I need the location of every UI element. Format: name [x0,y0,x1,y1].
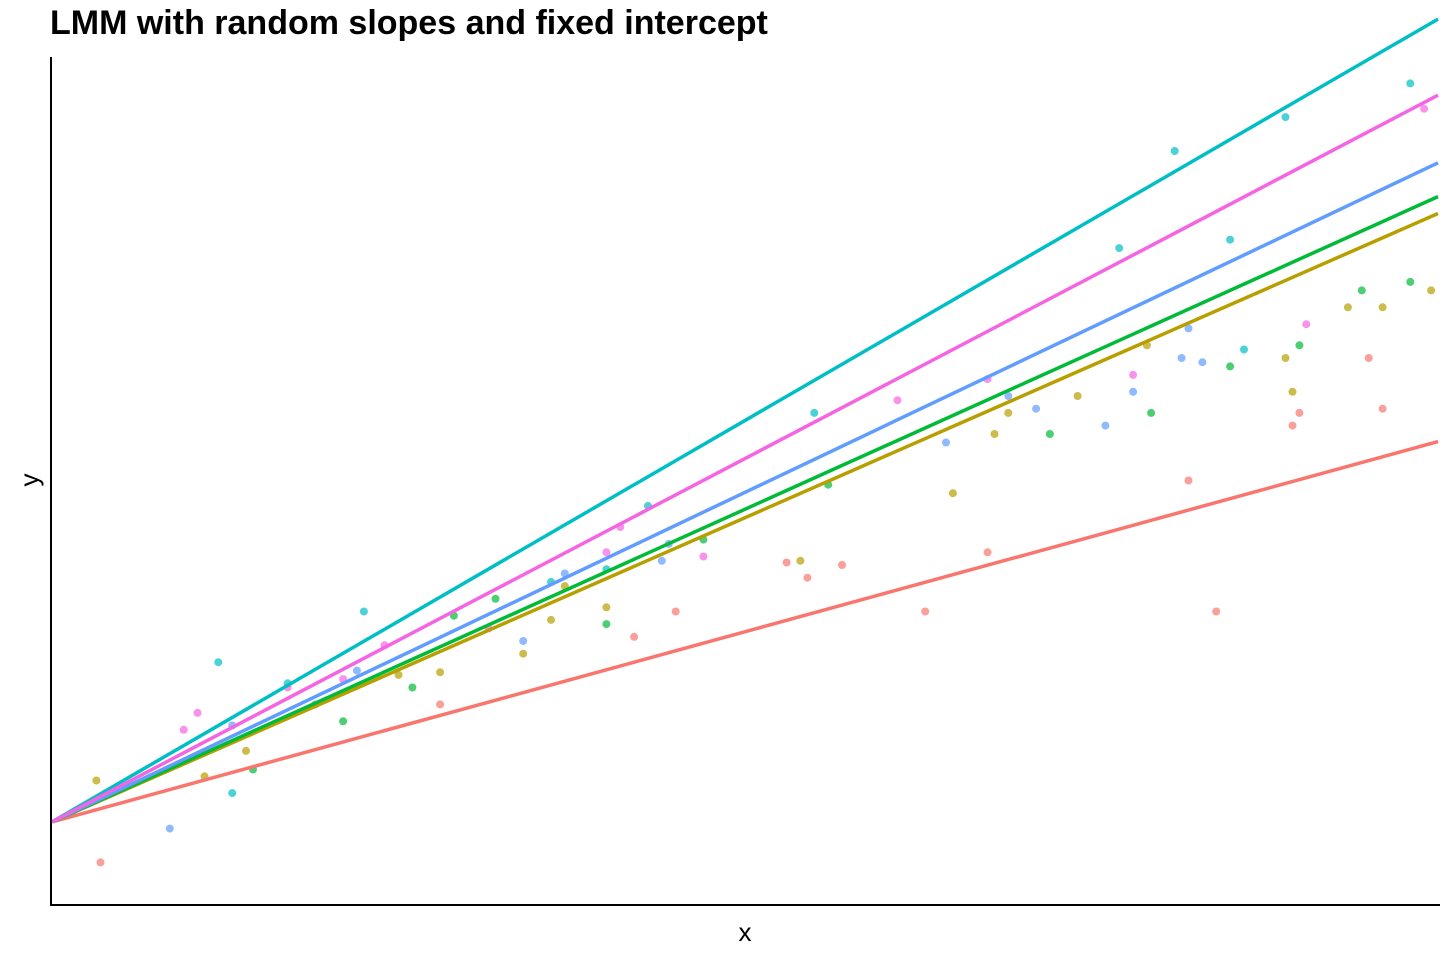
data-point [408,683,417,692]
fit-line-4 [51,17,1439,824]
data-point [1343,303,1352,312]
data-point [1406,79,1415,88]
data-point [1045,430,1054,438]
data-point [657,556,666,565]
data-point [1226,362,1235,371]
data-point [948,489,957,498]
data-point [193,708,202,717]
data-point [179,725,188,734]
fit-line-1 [51,439,1439,824]
data-point [394,670,403,679]
data-point [1147,408,1156,417]
data-point [1364,354,1373,362]
data-point [810,408,819,417]
data-point [519,637,528,645]
data-point [671,607,680,616]
data-point [359,607,368,616]
data-point [921,607,930,616]
data-point [1420,104,1429,113]
data-point [1406,277,1415,286]
data-point [602,620,611,629]
data-point [602,548,611,557]
data-point [1129,387,1138,396]
data-point [547,615,555,624]
data-point [1357,286,1366,295]
data-point [214,658,223,667]
data-point [990,430,999,438]
data-point [165,824,174,833]
data-point [1198,358,1207,367]
data-point [838,561,846,569]
data-point [1129,370,1138,379]
data-point [339,717,348,726]
chart-title: LMM with random slopes and fixed interce… [50,4,768,42]
y-axis-label: y [14,474,44,487]
fit-line-5 [51,161,1439,824]
data-point [1288,421,1297,430]
data-point [228,789,237,798]
data-point [1004,392,1013,400]
data-point [1115,244,1124,253]
data-point [699,552,708,561]
data-point [1288,387,1297,396]
data-point [1032,404,1041,413]
data-point [1184,476,1193,485]
data-point [1101,421,1110,430]
data-point [1295,408,1304,417]
data-point [1281,113,1290,122]
data-point [1302,320,1311,329]
data-point [1240,345,1248,354]
data-point [1212,607,1221,616]
data-point [630,632,639,641]
data-point [242,746,250,755]
fit-line-6 [51,93,1439,824]
data-point [1170,147,1179,155]
data-point [436,700,445,709]
x-axis-label: x [739,917,752,947]
fit-line-2 [51,211,1439,824]
data-point [1427,286,1436,295]
data-point [1378,303,1387,312]
data-point [942,438,950,447]
data-point [1295,341,1304,350]
data-point [1073,392,1082,400]
data-point [1226,235,1235,244]
data-point [796,556,805,565]
data-point [352,666,361,675]
data-point [1281,354,1290,362]
data-point [983,548,992,557]
data-point [1184,324,1193,333]
data-point [803,573,812,582]
data-point [1177,354,1186,362]
data-point [893,396,902,405]
lines-layer [51,17,1439,824]
data-point [1004,408,1013,417]
points-layer [92,79,1436,867]
data-point [491,594,500,603]
fit-line-3 [51,195,1439,824]
data-point [1378,404,1387,413]
data-point [92,776,101,785]
data-point [436,668,445,677]
data-point [602,603,611,612]
data-point [782,558,791,567]
data-point [96,858,105,867]
data-point [519,649,528,658]
